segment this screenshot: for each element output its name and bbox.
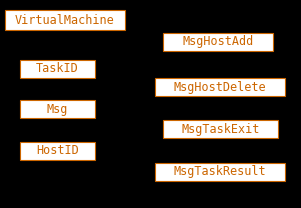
Bar <box>163 120 278 138</box>
Bar <box>20 60 95 78</box>
Text: TaskID: TaskID <box>36 62 79 76</box>
Text: MsgTaskExit: MsgTaskExit <box>181 123 260 135</box>
Bar <box>163 33 273 51</box>
Bar <box>155 163 285 181</box>
Text: MsgTaskResult: MsgTaskResult <box>174 166 266 178</box>
Text: Msg: Msg <box>47 103 68 115</box>
Text: MsgHostAdd: MsgHostAdd <box>182 36 254 48</box>
Bar <box>155 78 285 96</box>
Bar <box>20 100 95 118</box>
Text: MsgHostDelete: MsgHostDelete <box>174 80 266 94</box>
Text: HostID: HostID <box>36 145 79 157</box>
Text: VirtualMachine: VirtualMachine <box>15 14 115 26</box>
Bar <box>5 10 125 30</box>
Bar <box>20 142 95 160</box>
